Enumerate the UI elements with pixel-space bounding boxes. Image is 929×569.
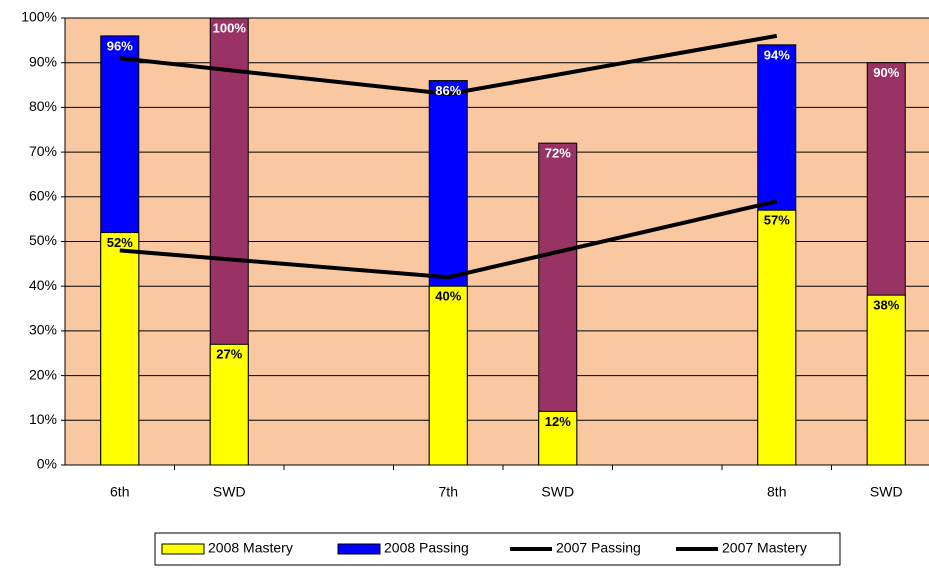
- y-tick-label: 80%: [29, 98, 57, 114]
- bar: [757, 209, 797, 466]
- legend-label: 2008 Mastery: [208, 540, 293, 556]
- legend-label: 2007 Mastery: [722, 540, 807, 556]
- x-tick-label: 8th: [767, 484, 786, 500]
- data-label: 96%: [107, 38, 133, 53]
- line: [119, 33, 778, 97]
- data-label: 38%: [873, 298, 899, 313]
- bar: [428, 285, 468, 466]
- y-tick-label: 100%: [21, 9, 57, 25]
- data-label: 90%: [873, 65, 899, 80]
- data-label: 72%: [545, 146, 571, 161]
- x-tick-label: 6th: [110, 484, 129, 500]
- y-tick-label: 60%: [29, 188, 57, 204]
- bar: [538, 410, 578, 466]
- x-tick-label: SWD: [213, 484, 246, 500]
- data-label: 86%: [435, 83, 461, 98]
- y-tick-label: 30%: [29, 322, 57, 338]
- legend-swatch: [337, 543, 381, 555]
- x-tick-label: SWD: [541, 484, 574, 500]
- legend-label: 2007 Passing: [556, 540, 641, 556]
- x-tick-label: SWD: [870, 484, 903, 500]
- bar: [100, 232, 140, 466]
- data-label: 27%: [216, 347, 242, 362]
- y-tick-label: 0%: [37, 456, 57, 472]
- data-label: 40%: [435, 289, 461, 304]
- x-tick-label: 7th: [439, 484, 458, 500]
- data-label: 52%: [107, 235, 133, 250]
- bar: [866, 294, 906, 466]
- y-tick-label: 50%: [29, 232, 57, 248]
- y-tick-label: 20%: [29, 366, 57, 382]
- legend-swatch: [161, 543, 205, 555]
- legend-label: 2008 Passing: [384, 540, 469, 556]
- data-label: 94%: [764, 47, 790, 62]
- line: [119, 199, 778, 280]
- legend: 2008 Mastery 2008 Passing 2007 Passing 2007…: [154, 532, 841, 566]
- data-label: 100%: [213, 20, 247, 35]
- y-tick-label: 40%: [29, 277, 57, 293]
- y-tick-label: 90%: [29, 53, 57, 69]
- data-label: 57%: [764, 213, 790, 228]
- legend-box: [154, 532, 841, 566]
- bar: [209, 343, 249, 466]
- y-tick-label: 70%: [29, 143, 57, 159]
- data-label: 12%: [545, 414, 571, 429]
- y-tick-label: 10%: [29, 411, 57, 427]
